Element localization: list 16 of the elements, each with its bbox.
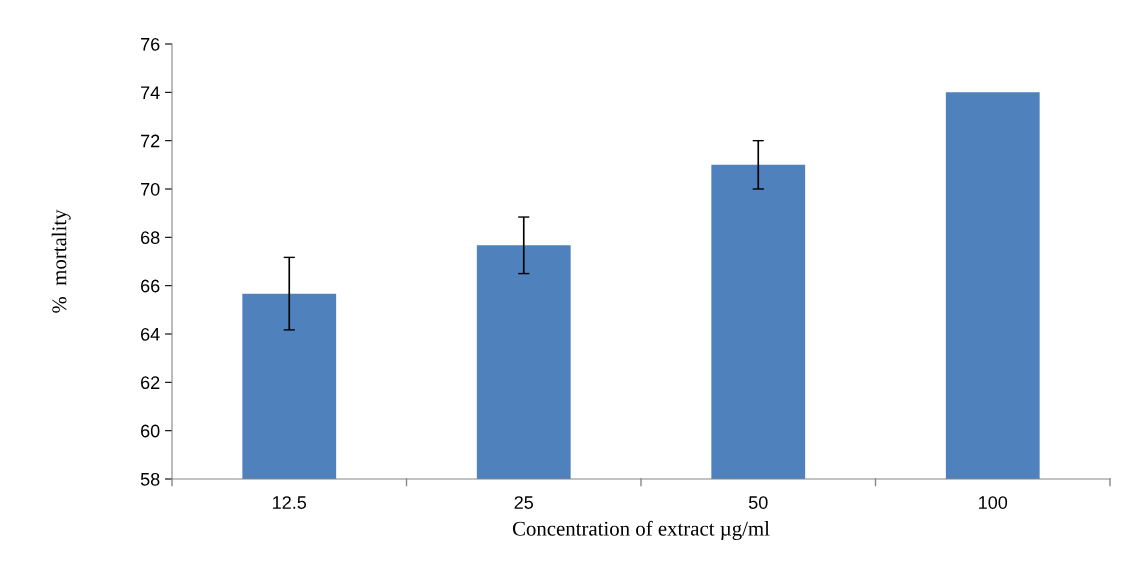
x-tick-label: 100 — [979, 496, 1008, 509]
y-tick-label: 70 — [141, 182, 160, 196]
y-tick-label: 76 — [141, 37, 160, 51]
x-tick-label: 50 — [748, 496, 768, 509]
y-tick-label: 58 — [140, 472, 160, 486]
y-tick-label: 64 — [141, 327, 160, 341]
y-tick-label: 62 — [141, 376, 160, 390]
y-axis-title: % mortality — [51, 209, 71, 313]
x-axis-title: Concentration of extract µg/ml — [512, 520, 770, 540]
y-tick-label: 72 — [141, 134, 160, 148]
y-tick-label: 74 — [141, 86, 160, 99]
y-tick-label: 66 — [141, 279, 160, 293]
y-tick-label: 60 — [141, 424, 160, 438]
x-tick-label: 12.5 — [273, 496, 307, 509]
y-tick-label: 68 — [141, 231, 160, 245]
x-tick-label: 25 — [514, 496, 534, 509]
